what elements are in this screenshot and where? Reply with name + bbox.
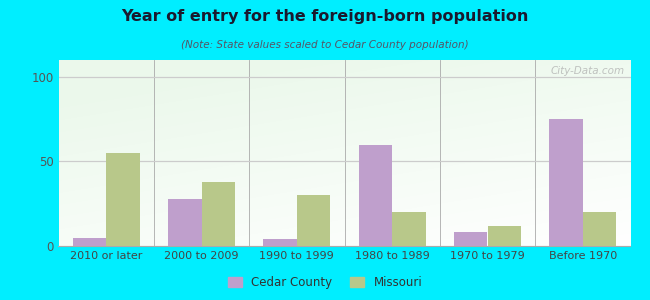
Bar <box>168 199 202 246</box>
Bar <box>202 182 235 246</box>
Text: City-Data.com: City-Data.com <box>551 66 625 76</box>
Text: Year of entry for the foreign-born population: Year of entry for the foreign-born popul… <box>122 9 528 24</box>
Bar <box>73 238 106 246</box>
Bar <box>106 153 140 246</box>
Bar <box>297 195 330 246</box>
Bar <box>263 239 297 246</box>
Bar <box>392 212 426 246</box>
Bar <box>488 226 521 246</box>
Bar <box>454 232 488 246</box>
Bar <box>583 212 616 246</box>
Bar <box>549 119 583 246</box>
Text: (Note: State values scaled to Cedar County population): (Note: State values scaled to Cedar Coun… <box>181 40 469 50</box>
Legend: Cedar County, Missouri: Cedar County, Missouri <box>223 272 427 294</box>
Bar <box>359 145 392 246</box>
